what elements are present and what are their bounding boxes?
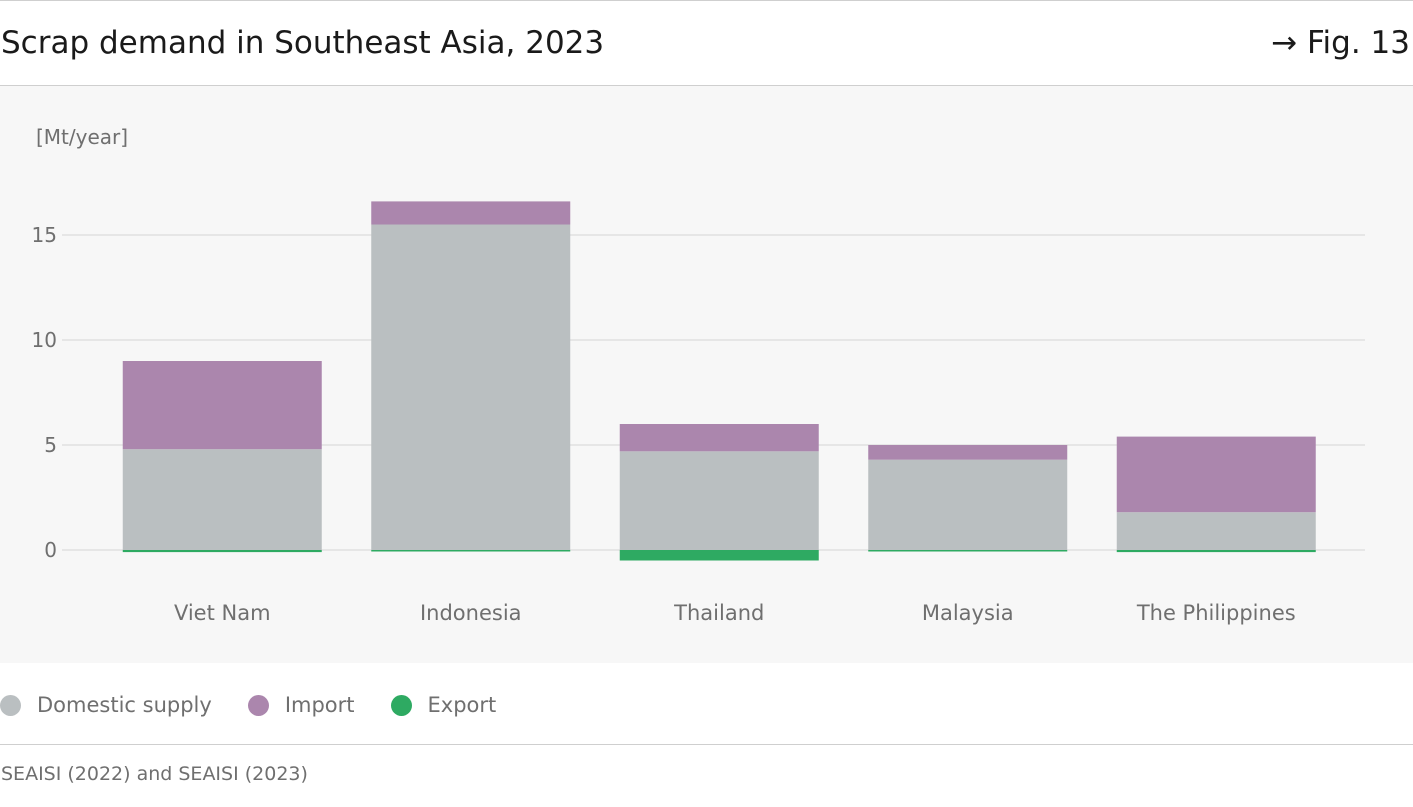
legend-label-domestic-supply: Domestic supply	[37, 693, 212, 717]
bar-viet-nam-import	[122, 361, 322, 450]
bar-viet-nam-export	[122, 550, 322, 553]
bar-the-philippines-import	[1116, 436, 1316, 513]
figure-header: Scrap demand in Southeast Asia, 2023 → F…	[0, 1, 1413, 85]
bar-the-philippines-export	[1116, 550, 1316, 553]
x-category-label-thailand: Thailand	[673, 601, 764, 625]
bar-thailand-export	[619, 550, 819, 561]
header-divider	[0, 85, 1413, 86]
x-category-label-the-philippines: The Philippines	[1136, 601, 1296, 625]
bar-chart: [Mt/year] 0 5 10 15 Viet Nam Indonesia Thailand…	[32, 125, 1365, 625]
chart-legend: Domestic supply Import Export	[0, 688, 532, 722]
bar-the-philippines-domestic-supply	[1116, 512, 1316, 550]
legend-label-import: Import	[284, 693, 355, 717]
legend-swatch-export	[390, 694, 412, 716]
y-axis-unit-label: [Mt/year]	[36, 125, 128, 149]
x-category-label-viet-nam: Viet Nam	[174, 601, 271, 625]
bar-malaysia-export	[868, 550, 1068, 552]
top-divider	[0, 0, 1413, 1]
bar-malaysia-domestic-supply	[868, 459, 1068, 550]
legend-label-export: Export	[427, 693, 497, 717]
bar-indonesia-import	[371, 201, 571, 225]
bar-viet-nam-domestic-supply	[122, 449, 322, 550]
bar-thailand-import	[619, 424, 819, 452]
chart-panel: [Mt/year] 0 5 10 15 Viet Nam Indonesia Thailand…	[0, 86, 1413, 663]
x-category-label-indonesia: Indonesia	[420, 601, 522, 625]
legend-item-export: Export	[390, 693, 497, 717]
figure-link[interactable]: → Fig. 13	[1271, 25, 1410, 61]
source-note: SEAISI (2022) and SEAISI (2023)	[1, 763, 308, 785]
legend-swatch-import	[247, 694, 269, 716]
footer-divider	[0, 744, 1413, 745]
y-tick-label-15: 15	[32, 223, 57, 247]
y-tick-label-5: 5	[44, 433, 57, 457]
x-category-label-malaysia: Malaysia	[922, 601, 1014, 625]
bar-indonesia-domestic-supply	[371, 224, 571, 550]
legend-item-domestic-supply: Domestic supply	[0, 693, 212, 717]
y-tick-label-0: 0	[44, 538, 57, 562]
bar-indonesia-export	[371, 550, 571, 552]
y-tick-label-10: 10	[32, 328, 57, 352]
chart-title: Scrap demand in Southeast Asia, 2023	[1, 25, 605, 61]
bar-thailand-domestic-supply	[619, 451, 819, 550]
legend-item-import: Import	[247, 693, 355, 717]
bar-malaysia-import	[868, 445, 1068, 460]
legend-swatch-domestic-supply	[0, 694, 21, 716]
